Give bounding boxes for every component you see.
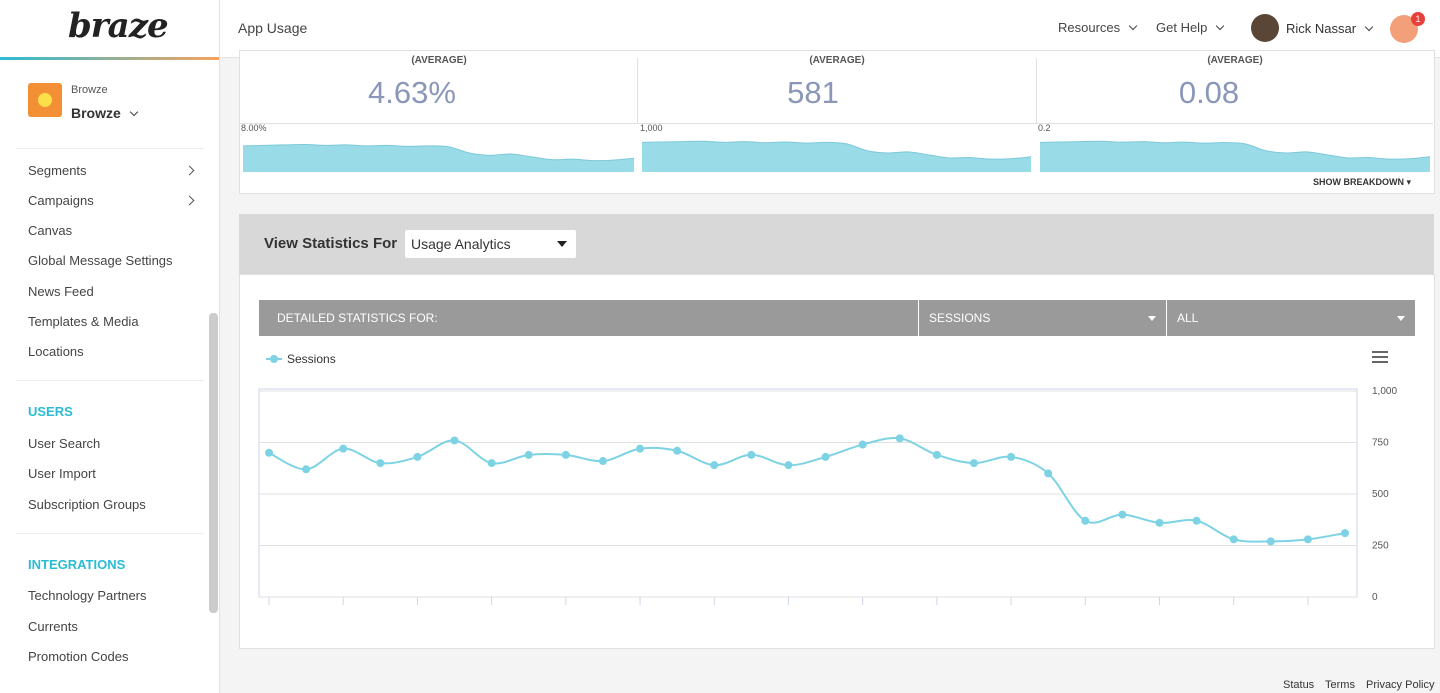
nav-item[interactable]: Locations (28, 344, 84, 359)
app-icon (28, 83, 62, 117)
menu[interactable]: Get Help (1156, 20, 1225, 35)
footer-link[interactable]: Status (1283, 679, 1315, 691)
nav-item[interactable]: News Feed (28, 284, 94, 299)
chart-menu[interactable] (1372, 351, 1388, 363)
divider (16, 380, 204, 381)
kpi-label: (AVERAGE) (809, 55, 865, 66)
kpi-value: 581 (787, 75, 839, 110)
nav-item[interactable]: Promotion Codes (28, 649, 129, 664)
notification-badge: 1 (1411, 12, 1425, 26)
menu[interactable]: Resources (1058, 20, 1138, 35)
user-menu[interactable]: Rick Nassar (1286, 21, 1374, 36)
divider (16, 148, 204, 149)
kpi-value: 0.08 (1178, 75, 1240, 110)
app-name: Browze (71, 105, 121, 121)
nav-item[interactable]: Segments (28, 163, 87, 178)
nav-item[interactable]: Templates & Media (28, 314, 139, 329)
app-selector[interactable]: Browze (71, 105, 139, 121)
footer-link[interactable]: Privacy Policy (1366, 679, 1435, 691)
accent-bar (0, 57, 219, 60)
section-title: INTEGRATIONS (28, 557, 126, 572)
divider (16, 533, 204, 534)
logo[interactable]: braze (68, 6, 169, 46)
show-breakdown-label: SHOW BREAKDOWN (1313, 177, 1404, 187)
nav-item[interactable]: Campaigns (28, 193, 94, 208)
scrollbar[interactable] (209, 313, 218, 613)
kpi-value: 4.63% (368, 75, 456, 110)
kpi-label: (AVERAGE) (1207, 55, 1263, 66)
sidebar: braze Browze Browze Segments Campaigns C… (0, 0, 220, 693)
metric-select[interactable]: SESSIONS (919, 300, 1166, 336)
menu-label: Get Help (1156, 20, 1208, 35)
show-breakdown[interactable]: SHOW BREAKDOWN ▾ (1313, 177, 1412, 187)
header: App Usage Resources Get Help Rick Nassar… (220, 0, 1440, 58)
footer-link[interactable]: Terms (1325, 679, 1355, 691)
filter-value: ALL (1177, 311, 1199, 325)
table-header: DETAILED STATISTICS FOR: (259, 300, 918, 336)
nav-item[interactable]: Global Message Settings (28, 253, 173, 268)
user-name: Rick Nassar (1286, 21, 1357, 36)
avatar[interactable] (1251, 14, 1279, 42)
app-label: Browze (71, 84, 108, 96)
nav-item[interactable]: Canvas (28, 223, 73, 238)
metric-value: SESSIONS (929, 311, 991, 325)
nav-item[interactable]: Subscription Groups (28, 497, 146, 512)
nav-item[interactable]: Technology Partners (28, 588, 147, 603)
section-title: USERS (28, 404, 73, 419)
stats-label: View Statistics For (264, 235, 398, 252)
nav-item[interactable]: Currents (28, 619, 78, 634)
page-title: App Usage (238, 20, 308, 36)
stats-select[interactable]: Usage Analytics (405, 230, 576, 258)
nav-item[interactable]: User Search (28, 436, 101, 451)
kpi-panel (239, 50, 1435, 194)
nav-item[interactable]: User Import (28, 466, 96, 481)
stats-select-value: Usage Analytics (411, 236, 511, 252)
filter-select[interactable]: ALL (1167, 300, 1415, 336)
menu-label: Resources (1058, 20, 1121, 35)
kpi-label: (AVERAGE) (411, 55, 467, 66)
